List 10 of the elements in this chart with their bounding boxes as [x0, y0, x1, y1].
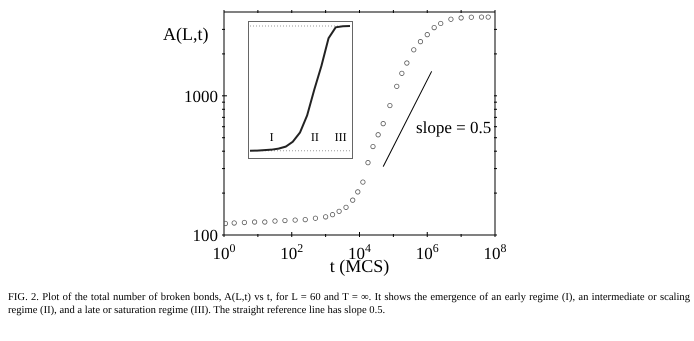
y-axis-title: A(L,t)	[163, 24, 208, 45]
annotation: slope = 0.5	[416, 118, 492, 138]
annotation: III	[334, 130, 347, 145]
x-tick-label: 10$^{8}$	[484, 241, 507, 263]
x-tick-label: 10$^{6}$	[416, 241, 439, 263]
caption: FIG. 2. Plot of the total number of broken bonds, A(L,t) vs t, for L = 60 and T = ∞. It shows the emergence of an early regime (I), an intermediate or scaling regime (II), and a late or saturation regime (III). The straight reference line has slope 0.5.	[8, 291, 690, 317]
annotation: II	[310, 130, 319, 145]
x-tick-label: 10$^{2}$	[280, 241, 304, 263]
annotation: I	[270, 130, 274, 145]
y-tick-label: 1000	[184, 86, 218, 106]
